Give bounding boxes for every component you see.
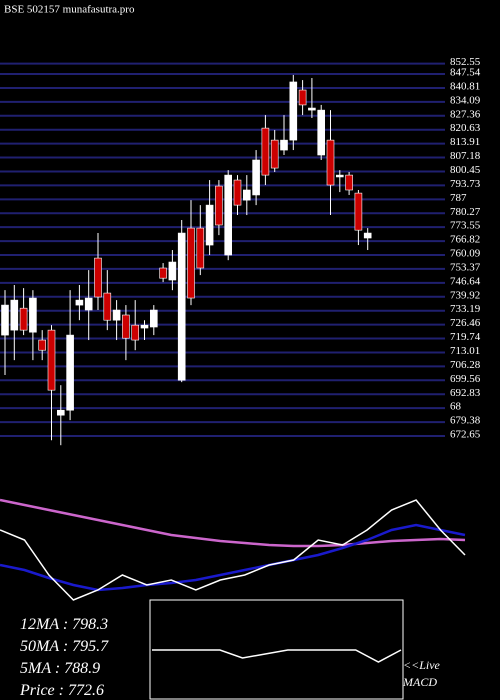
candle-body <box>19 307 28 331</box>
y-tick-label: 739.92 <box>450 289 480 301</box>
chart-title: BSE 502157 munafasutra.pro <box>4 4 135 16</box>
candle-body <box>345 174 353 191</box>
readout-value: 798.3 <box>72 616 108 633</box>
candle-body <box>47 329 56 391</box>
candle-body <box>308 107 316 111</box>
candle-body <box>270 139 279 169</box>
y-tick-label: 733.19 <box>450 303 481 315</box>
candle-body <box>75 299 84 306</box>
y-tick-label: 840.81 <box>450 80 480 92</box>
ma-line <box>0 499 466 601</box>
y-tick-label: 807.18 <box>450 150 481 162</box>
candle-body <box>159 267 167 279</box>
ma-readout: 12MA :798.3 <box>20 616 108 633</box>
y-tick-label: 746.64 <box>450 275 481 287</box>
candle-body <box>354 192 363 231</box>
y-tick-label: 713.01 <box>450 345 480 357</box>
candle-body <box>112 309 121 321</box>
candle-body <box>150 309 158 328</box>
readout-value: 795.7 <box>72 638 109 655</box>
readout-label: 50MA : <box>20 638 68 655</box>
macd-line <box>152 649 402 663</box>
readout-value: 772.6 <box>68 682 104 699</box>
candle-body <box>1 304 9 336</box>
y-tick-label: 760.09 <box>450 248 481 260</box>
candle-body <box>56 409 65 416</box>
y-tick-label: 780.27 <box>450 206 481 218</box>
ma-readout: Price :772.6 <box>19 682 104 699</box>
candle-body <box>94 257 102 298</box>
y-tick-label: 699.56 <box>450 373 481 385</box>
y-tick-label: 773.55 <box>450 220 481 232</box>
y-tick-label: 793.73 <box>450 178 481 190</box>
candle-body <box>168 261 177 281</box>
y-tick-label: 719.74 <box>450 331 481 343</box>
candle-body <box>177 232 186 381</box>
y-tick-label: 753.37 <box>450 261 481 273</box>
y-tick-label: 813.91 <box>450 136 480 148</box>
y-tick-label: 726.46 <box>450 317 481 329</box>
readout-label: Price : <box>19 682 64 699</box>
candle-body <box>131 324 139 341</box>
candle-body <box>252 159 260 196</box>
readout-value: 788.9 <box>64 660 100 677</box>
ma-line <box>0 498 466 548</box>
candle-body <box>103 292 112 321</box>
candle-body <box>261 127 270 176</box>
candle-body <box>140 324 149 329</box>
candle-body <box>84 297 93 311</box>
y-tick-label: 800.45 <box>450 164 481 176</box>
candle-body <box>187 227 195 299</box>
macd-live-label: <<Live <box>403 658 441 672</box>
y-tick-label: 679.38 <box>450 415 481 427</box>
candle-body <box>335 174 344 178</box>
macd-title: MACD <box>402 675 437 689</box>
readout-label: 5MA : <box>20 660 60 677</box>
candle-body <box>122 314 130 339</box>
candle-body <box>29 297 37 333</box>
ma-readout: 50MA :795.7 <box>20 638 109 655</box>
candle-body <box>233 179 242 206</box>
y-tick-label: 692.83 <box>450 387 481 399</box>
y-tick-label: 827.36 <box>450 108 481 120</box>
y-tick-label: 834.09 <box>450 94 481 106</box>
candle-body <box>326 139 335 186</box>
readout-label: 12MA : <box>20 616 68 633</box>
candle-body <box>66 334 74 411</box>
y-tick-label: 766.82 <box>450 234 480 246</box>
ma-readout: 5MA :788.9 <box>20 660 100 677</box>
macd-frame <box>149 599 404 700</box>
candle-body <box>196 227 205 269</box>
y-tick-label: 706.28 <box>450 359 481 371</box>
candle-body <box>298 89 307 106</box>
candle-body <box>10 299 19 331</box>
candle-body <box>215 185 223 226</box>
y-tick-label: 68 <box>450 401 462 413</box>
candle-body <box>38 339 47 351</box>
y-tick-label: 847.54 <box>450 67 481 79</box>
candle-body <box>243 189 251 201</box>
candle-body <box>289 81 298 141</box>
y-tick-label: 820.63 <box>450 122 481 134</box>
candle-body <box>205 204 214 246</box>
candle-body <box>224 174 232 256</box>
candle-body <box>317 109 326 156</box>
candle-body <box>363 232 372 239</box>
y-tick-label: 787 <box>450 192 467 204</box>
candle-body <box>280 139 288 151</box>
y-tick-label: 852.55 <box>450 56 481 68</box>
y-tick-label: 672.65 <box>450 429 481 441</box>
ma-line <box>0 523 466 592</box>
